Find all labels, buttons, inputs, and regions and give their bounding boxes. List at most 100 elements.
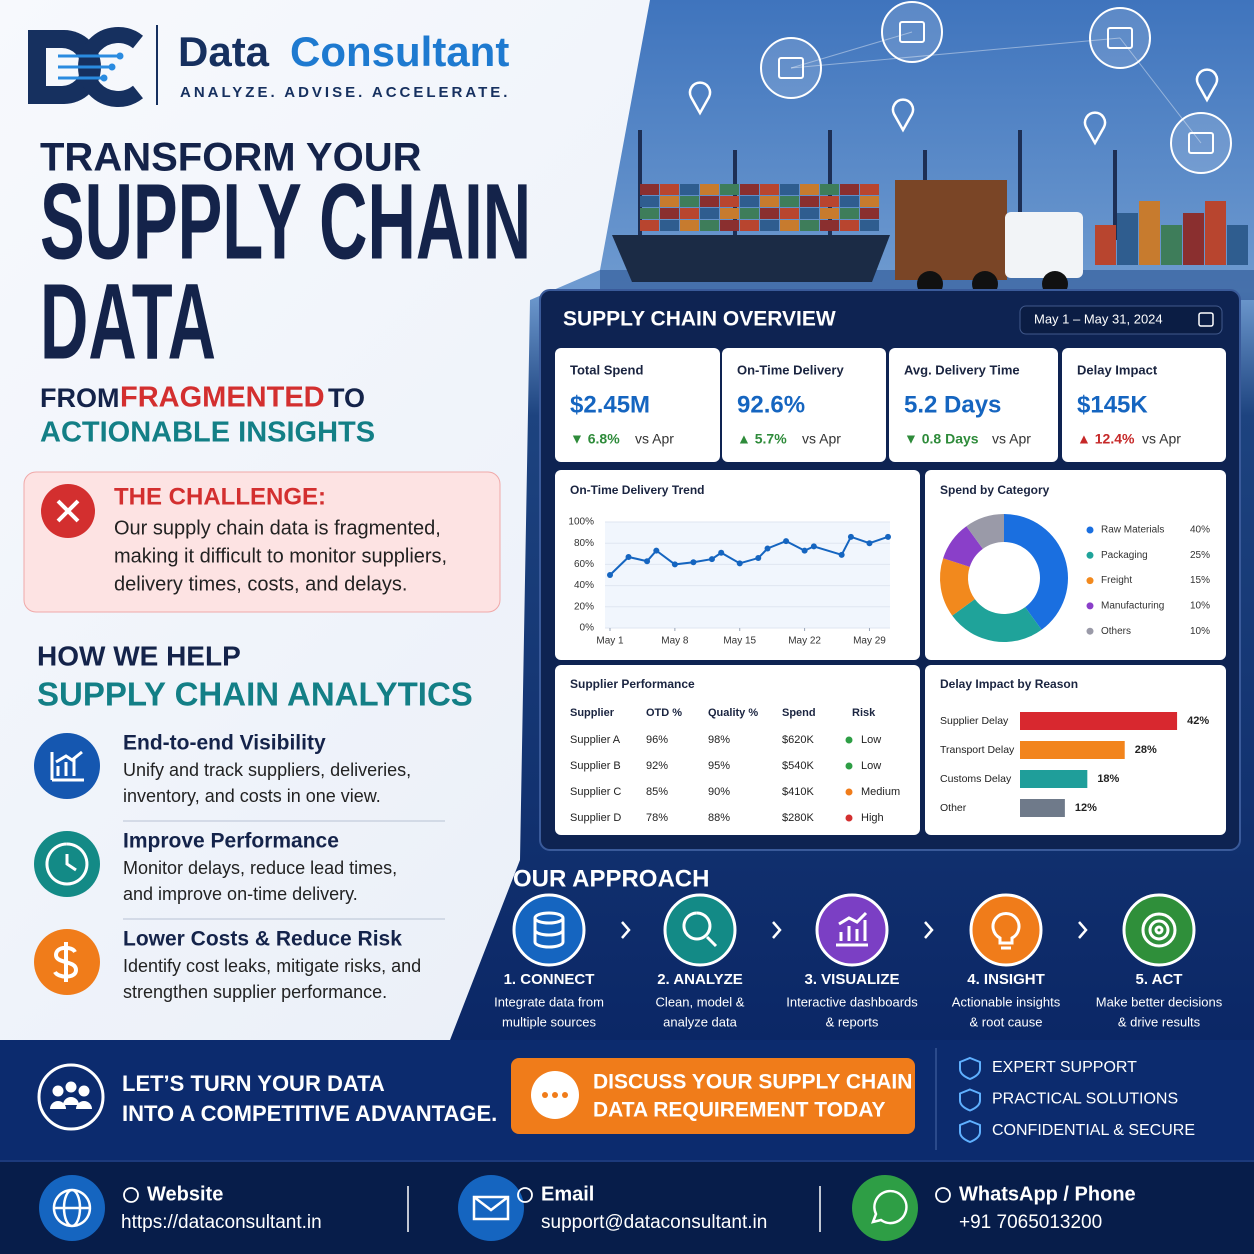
trend-point (708, 556, 715, 563)
chat-dot (562, 1092, 568, 1098)
label-icon (517, 1187, 533, 1203)
kpi-change: ▲ 12.4% (1077, 431, 1135, 447)
network-link (1119, 37, 1202, 144)
label-icon (935, 1187, 951, 1203)
icon-person (50, 1101, 66, 1109)
icon-whatsapp (870, 1189, 908, 1225)
container (760, 208, 779, 219)
table-cell: 78% (646, 812, 668, 824)
container (860, 184, 879, 195)
help-title: HOW WE HELP (37, 640, 241, 671)
container (760, 220, 779, 231)
container (740, 208, 759, 219)
donut-slice (952, 599, 1042, 643)
hero-title: DATA (40, 262, 216, 382)
chart-title: Delay Impact by Reason (940, 677, 1078, 691)
container (640, 208, 659, 219)
legend-label: Packaging (1101, 550, 1148, 561)
network-icon (1107, 27, 1133, 49)
chat-dot (542, 1092, 548, 1098)
cta-button[interactable] (511, 1058, 915, 1134)
container (840, 196, 859, 207)
table-header: OTD % (646, 707, 682, 719)
container (700, 220, 719, 231)
step-text: Integrate data from (494, 994, 604, 1009)
bar-label: Customs Delay (940, 773, 1012, 785)
icon-bulb (991, 911, 1021, 950)
network-icon (899, 21, 925, 43)
table-cell: 96% (646, 734, 668, 746)
x-tick-label: May 29 (853, 636, 886, 647)
container (720, 184, 739, 195)
container (800, 208, 819, 219)
kpi-card (722, 348, 886, 462)
y-tick-label: 60% (574, 559, 594, 570)
shield-icon (959, 1056, 981, 1081)
container (1117, 213, 1138, 265)
container (1139, 201, 1160, 265)
help-item-text: Identify cost leaks, mitigate risks, and (123, 956, 421, 976)
container (1095, 225, 1116, 265)
hero-line: FROM (40, 383, 119, 413)
legend-dot (1086, 627, 1094, 635)
container (860, 208, 879, 219)
kpi-label: Avg. Delivery Time (904, 362, 1020, 377)
table-cell: 98% (708, 734, 730, 746)
table-cell: Supplier B (570, 760, 621, 772)
kpi-value: 5.2 Days (904, 391, 1001, 418)
x-tick-label: May 22 (788, 636, 821, 647)
kpi-label: Total Spend (570, 362, 643, 377)
step-text: Interactive dashboards (786, 994, 918, 1009)
trend-point (625, 553, 632, 560)
contact-icon[interactable] (458, 1175, 524, 1241)
container (740, 220, 759, 231)
map-pin (688, 81, 712, 116)
bar-value-label: 18% (1097, 773, 1119, 785)
container (800, 220, 819, 231)
network-icon (1188, 132, 1214, 154)
trend-point (838, 551, 845, 558)
cta-text: INTO A COMPETITIVE ADVANTAGE. (122, 1101, 497, 1126)
table-cell: 85% (646, 786, 668, 798)
legend-value: 10% (1190, 626, 1210, 637)
contact-icon[interactable] (852, 1175, 918, 1241)
bar-value-label: 28% (1135, 744, 1157, 756)
y-tick-label: 100% (568, 517, 594, 528)
brand-tagline: ANALYZE. ADVISE. ACCELERATE. (180, 84, 510, 101)
icon-database (533, 911, 565, 949)
table-cell: Supplier A (570, 734, 621, 746)
hero-line: TO (328, 383, 365, 413)
chevron (924, 921, 934, 939)
table-header: Risk (852, 707, 876, 719)
help-item-text: and improve on-time delivery. (123, 884, 358, 904)
step-label: 1. CONNECT (504, 971, 595, 988)
date-pill[interactable] (1019, 305, 1223, 335)
label-icon (123, 1187, 139, 1203)
step-text: multiple sources (502, 1014, 596, 1029)
trend-point (755, 555, 762, 562)
hero-title: SUPPLY CHAIN (40, 162, 531, 282)
step-text: & reports (826, 1014, 879, 1029)
approach-title: OUR APPROACH (513, 865, 709, 892)
trend-point (607, 572, 613, 578)
container (800, 196, 819, 207)
donut-slice (966, 514, 1004, 549)
icon-bars (836, 911, 868, 947)
help-item-text: strengthen supplier performance. (123, 982, 387, 1002)
trend-point (644, 558, 651, 565)
feature-text: CONFIDENTIAL & SECURE (992, 1122, 1195, 1139)
chevron (1078, 921, 1088, 939)
help-item-title: Improve Performance (123, 830, 339, 853)
icon-person (78, 1085, 90, 1097)
kpi-change: ▼ 0.8 Days (904, 431, 979, 447)
container (1183, 213, 1204, 265)
table-cell: 95% (708, 760, 730, 772)
x-tick-label: May 1 (596, 636, 624, 647)
step-text: & drive results (1118, 1014, 1201, 1029)
legend-value: 40% (1190, 525, 1210, 536)
risk-dot (845, 736, 853, 744)
trend-point (690, 559, 697, 566)
table-cell: $620K (782, 734, 814, 746)
container (660, 208, 679, 219)
